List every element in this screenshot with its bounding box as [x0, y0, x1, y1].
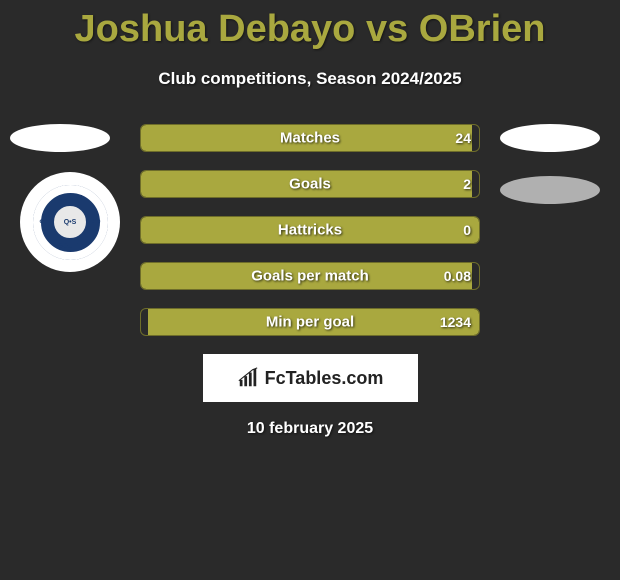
page-title: Joshua Debayo vs OBrien	[0, 0, 620, 51]
badge-text-left: of	[40, 219, 46, 225]
stat-row: Goals 2	[140, 170, 480, 198]
fctables-logo: FcTables.com	[203, 354, 418, 402]
stat-row: Hattricks 0	[140, 216, 480, 244]
stat-label: Min per goal	[266, 314, 354, 331]
stat-value-right: 2	[463, 176, 471, 192]
stat-label: Goals	[289, 176, 331, 193]
player2-jersey-icon-1	[500, 124, 600, 152]
stat-row: Matches 24	[140, 124, 480, 152]
stat-row: Min per goal 1234	[140, 308, 480, 336]
stat-label: Goals per match	[251, 268, 369, 285]
club-badge: QUEEN SOUTH of the Q•S	[20, 172, 120, 272]
date-text: 10 february 2025	[0, 420, 620, 438]
stat-value-right: 0	[463, 222, 471, 238]
stat-row: Goals per match 0.08	[140, 262, 480, 290]
stat-label: Matches	[280, 130, 340, 147]
stat-value-right: 24	[455, 130, 471, 146]
stats-bars: Matches 24 Goals 2 Hattricks 0 Goals per match…	[140, 124, 480, 336]
badge-text-right: the	[92, 219, 101, 225]
stat-value-right: 0.08	[444, 268, 471, 284]
player1-jersey-icon	[10, 124, 110, 152]
subtitle: Club competitions, Season 2024/2025	[0, 69, 620, 89]
stat-value-right: 1234	[440, 314, 471, 330]
logo-text: FcTables.com	[265, 368, 384, 389]
player2-jersey-icon-2	[500, 176, 600, 204]
chart-icon	[237, 367, 259, 389]
comparison-content: QUEEN SOUTH of the Q•S Matches 24 Goals 2 Ha…	[0, 124, 620, 438]
badge-text-bottom: SOUTH	[58, 243, 83, 250]
badge-text-top: QUEEN	[58, 195, 83, 202]
stat-label: Hattricks	[278, 222, 342, 239]
badge-center: Q•S	[52, 204, 88, 240]
